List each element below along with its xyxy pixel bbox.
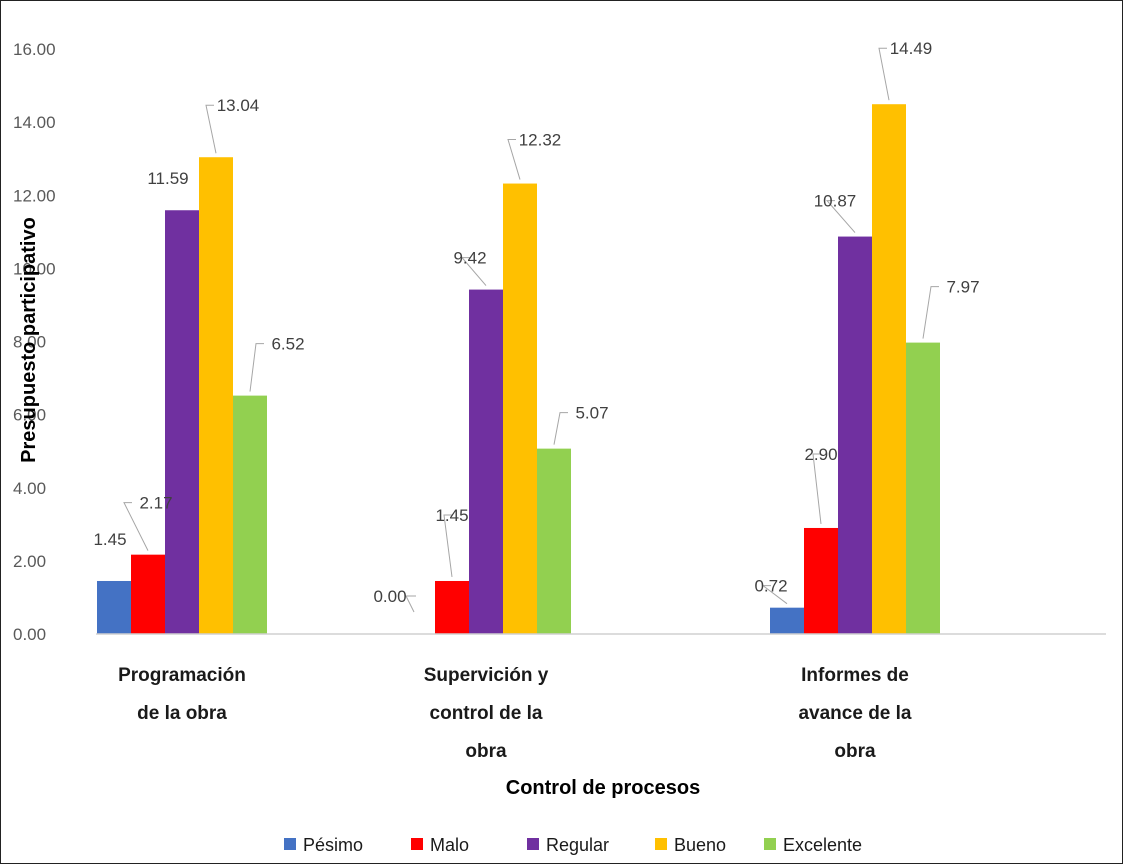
category-labels: Programación de la obra Supervición y contr…	[118, 665, 912, 762]
data-label: 1.45	[93, 530, 126, 549]
category-label: obra	[465, 741, 507, 762]
category-label: control de la	[430, 703, 543, 724]
data-label: 12.32	[519, 131, 562, 150]
y-tick-label: 14.00	[13, 113, 56, 132]
y-tick-label: 0.00	[13, 625, 46, 644]
leader-line	[812, 453, 822, 525]
legend-label: Malo	[430, 835, 469, 855]
category-label: de la obra	[137, 703, 227, 724]
data-label: 1.45	[435, 506, 468, 525]
legend: Pésimo Malo Regular Bueno Excelente	[284, 835, 862, 855]
leader-line	[405, 595, 416, 613]
y-axis-ticks: 0.00 2.00 4.00 6.00 8.00 10.00 12.00 14.00 16.00	[13, 40, 56, 644]
y-tick-label: 8.00	[13, 333, 46, 352]
y-axis-title: Presupuesto participativo	[18, 217, 40, 463]
leader-line	[460, 257, 487, 286]
bar-malo-2	[435, 580, 469, 634]
data-label: 11.59	[147, 169, 188, 188]
data-label: 6.52	[271, 335, 304, 354]
legend-item-excelente: Excelente	[764, 835, 862, 855]
bars	[97, 104, 940, 635]
y-tick-label: 2.00	[13, 552, 46, 571]
legend-item-regular: Regular	[527, 835, 609, 855]
bar-regular-3	[838, 236, 872, 635]
bar-bueno-1	[199, 157, 233, 634]
legend-swatch	[527, 838, 539, 850]
bar-regular-2	[469, 289, 503, 634]
bar-pésimo-3	[770, 607, 804, 634]
data-label: 2.90	[804, 445, 837, 464]
data-label: 0.00	[373, 587, 406, 606]
legend-item-pésimo: Pésimo	[284, 835, 363, 855]
data-label: 0.72	[754, 577, 787, 596]
legend-label: Pésimo	[303, 835, 363, 855]
leader-line	[443, 514, 453, 578]
data-label: 14.49	[890, 39, 933, 58]
legend-label: Excelente	[783, 835, 862, 855]
data-label: 2.17	[139, 494, 172, 513]
y-tick-label: 10.00	[13, 259, 56, 278]
legend-label: Bueno	[674, 835, 726, 855]
bar-regular-1	[165, 210, 199, 634]
category-label: obra	[834, 741, 876, 762]
legend-swatch	[764, 838, 776, 850]
data-label: 13.04	[217, 96, 260, 115]
data-labels: 1.45 0.00 0.72 2.17 1.45 2.90 11.59 9.42 10.87 13…	[93, 39, 979, 606]
leader-line	[761, 585, 788, 605]
leader-line	[507, 139, 521, 180]
leader-line	[123, 502, 149, 551]
legend-item-malo: Malo	[411, 835, 469, 855]
data-label: 7.97	[946, 278, 979, 297]
category-label: Informes de	[801, 665, 909, 686]
x-axis-title: Control de procesos	[506, 777, 700, 799]
legend-swatch	[411, 838, 423, 850]
bar-malo-3	[804, 527, 838, 634]
data-label: 5.07	[575, 404, 608, 423]
category-label: Programación	[118, 665, 246, 686]
y-tick-label: 4.00	[13, 479, 46, 498]
leader-line	[878, 47, 890, 101]
bar-excelente-2	[537, 448, 571, 634]
leader-line	[205, 104, 217, 154]
category-label: Supervición y	[424, 665, 549, 686]
leader-line	[825, 200, 856, 233]
leader-line	[553, 412, 568, 445]
bar-bueno-3	[872, 104, 906, 635]
leader-line	[922, 286, 939, 339]
bar-excelente-3	[906, 342, 940, 634]
bar-bueno-2	[503, 183, 537, 635]
data-label: 10.87	[814, 192, 857, 211]
category-label: avance de la	[798, 703, 911, 724]
legend-swatch	[655, 838, 667, 850]
legend-label: Regular	[546, 835, 609, 855]
y-tick-label: 6.00	[13, 406, 46, 425]
legend-item-bueno: Bueno	[655, 835, 726, 855]
data-label: 9.42	[453, 249, 486, 268]
bar-excelente-1	[233, 395, 267, 634]
bar-pésimo-1	[97, 580, 131, 634]
y-tick-label: 16.00	[13, 40, 56, 59]
bar-malo-1	[131, 554, 165, 634]
label-leader-lines	[123, 47, 939, 613]
legend-swatch	[284, 838, 296, 850]
y-tick-label: 12.00	[13, 186, 56, 205]
leader-line	[249, 343, 264, 392]
